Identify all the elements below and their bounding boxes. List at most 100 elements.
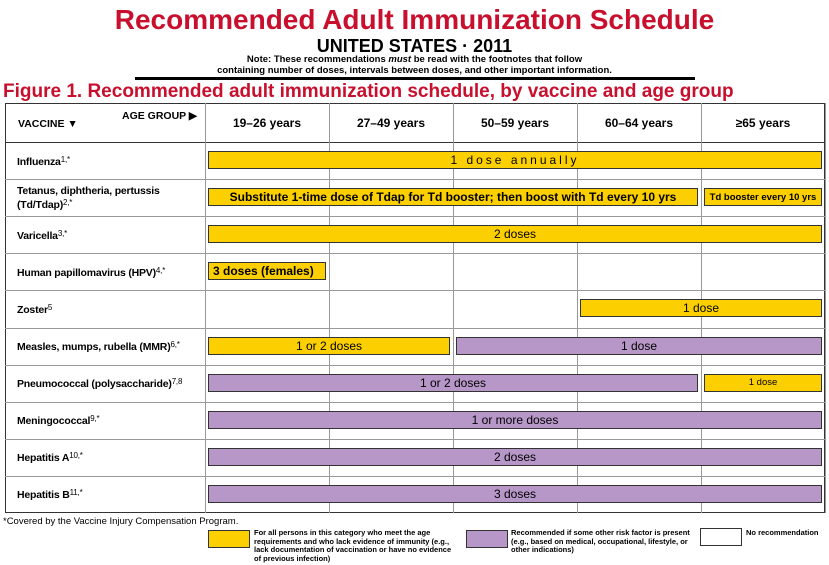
dose-label: 1 or more doses (471, 412, 559, 427)
note-emphasis: must (388, 54, 412, 65)
figure-title: Figure 1. Recommended adult immunization… (3, 81, 734, 102)
legend-swatch (466, 530, 508, 548)
footnote-ref: 5 (47, 302, 53, 312)
vaccine: Human papillomavirus (HPV) (17, 266, 156, 279)
vaccine-name: Hepatitis A10,* (17, 439, 203, 476)
vaccine-label: Influenza1,* (17, 154, 70, 168)
dose-label: 2 doses (493, 449, 537, 464)
footnote-ref: 4,* (155, 265, 166, 275)
title: Recommended Adult Immunization Schedule (114, 4, 715, 35)
dose-bar: 3 doses (females) (208, 262, 326, 281)
dose-bar: 1 or 2 doses (208, 373, 698, 392)
rule (135, 77, 695, 80)
vaccine-name: Influenza1,* (17, 142, 203, 179)
vaccine-name: Tetanus, diphtheria, pertussis (Td/Tdap)… (17, 179, 203, 216)
dose-bar: 1 dose (456, 336, 822, 355)
header-cell: AGE GROUP ▶ (122, 110, 197, 122)
dose-label: Td booster every 10 yrs (709, 191, 817, 203)
vaccine: Varicella (17, 229, 58, 242)
column-line (205, 103, 206, 513)
row-line (5, 216, 825, 218)
dose-label: 2 doses (493, 227, 537, 242)
vaccine-label: Pneumococcal (polysaccharide)7,8 (17, 376, 182, 390)
footnote: *Covered by the Vaccine Injury Compensat… (3, 516, 239, 527)
vaccine: Hepatitis B (17, 489, 70, 502)
row-line (5, 179, 825, 181)
row-line (5, 290, 825, 292)
vaccine: Measles, mumps, rubella (MMR) (17, 341, 171, 354)
dose-label: 1 dose (748, 377, 778, 389)
legend-text: For all persons in this category who mee… (254, 528, 452, 563)
note: Note: These recommendations must be read… (0, 54, 829, 65)
row-line (5, 364, 825, 366)
dose-bar: 3 doses (208, 484, 822, 503)
column-line (825, 103, 826, 513)
dose-bar: 1 dose (580, 299, 822, 318)
dose-bar: 1 or more doses (208, 410, 822, 429)
vaccine-name: Human papillomavirus (HPV)4,* (17, 253, 203, 290)
row-line (5, 438, 825, 440)
footnote-ref: 1,* (60, 154, 70, 164)
legend-text: No recommendation (746, 528, 819, 537)
dose-label: 3 doses (493, 486, 537, 501)
dose-bar: 2 doses (208, 225, 822, 244)
vaccine-label: Measles, mumps, rubella (MMR)6,* (17, 339, 180, 353)
dose-label: 1 dose annually (450, 153, 580, 167)
vaccine: Influenza (17, 155, 61, 168)
dose-label: 1 dose (620, 338, 658, 353)
dose-bar: Substitute 1-time dose of Tdap for Td bo… (208, 188, 698, 207)
dose-bar: 2 doses (208, 447, 822, 466)
note-text: Note: These recommendations (246, 54, 389, 65)
age-group: 27–49 years (356, 116, 426, 130)
dose-bar: 1 dose (704, 373, 822, 392)
footnote-ref: 9,* (90, 414, 100, 424)
legend-text: Recommended if some other risk factor is… (511, 528, 690, 554)
dose-label: 1 dose (682, 301, 720, 316)
dose-bar: Td booster every 10 yrs (704, 188, 822, 207)
dose-label: Substitute 1-time dose of Tdap for Td bo… (229, 190, 677, 205)
vaccine-name: Measles, mumps, rubella (MMR)6,* (17, 328, 203, 365)
footnote-ref: 10,* (69, 451, 83, 461)
age-group: 50–59 years (480, 116, 550, 130)
subtitle: UNITED STATES · 2011 (316, 36, 513, 56)
note-line: containing number of doses, intervals be… (217, 65, 612, 76)
row-line (5, 401, 825, 403)
vaccine: Meningococcal (17, 415, 91, 428)
vaccine-label: Zoster5 (17, 302, 52, 316)
table (5, 103, 825, 513)
vaccine-label: Tetanus, diphtheria, pertussis (Td/Tdap)… (17, 185, 203, 211)
vaccine-label: Varicella3,* (17, 228, 67, 242)
header-cell: VACCINE ▼ (18, 118, 78, 130)
footnote-ref: 11,* (69, 488, 83, 498)
row-line (5, 327, 825, 329)
footnote-ref: 3,* (57, 228, 68, 238)
age-group: 60–64 years (604, 116, 674, 130)
vaccine-label: Hepatitis B11,* (17, 487, 83, 501)
column-line (453, 103, 454, 513)
dose-label: 3 doses (females) (213, 264, 314, 279)
dose-label: 1 or 2 doses (419, 375, 487, 390)
vaccine: Zoster (17, 303, 48, 316)
row-line (5, 253, 825, 255)
column-line (577, 103, 578, 513)
footnote-ref: 2,* (63, 197, 73, 207)
vaccine-name: Meningococcal9,* (17, 402, 203, 439)
dose-bar: 1 or 2 doses (208, 336, 450, 355)
note-text: be read with the footnotes that follow (411, 54, 583, 65)
footnote-ref: 7,8 (171, 377, 183, 387)
age-group: ≥65 years (735, 116, 791, 130)
vaccine-label: Human papillomavirus (HPV)4,* (17, 265, 165, 279)
vaccine: Tetanus, diphtheria, pertussis (Td/Tdap) (17, 184, 160, 211)
column-line (329, 103, 330, 513)
legend-swatch (208, 530, 250, 548)
vaccine-name: Zoster5 (17, 290, 203, 327)
vaccine-name: Hepatitis B11,* (17, 476, 203, 513)
age-group: 19–26 years (232, 116, 302, 130)
vaccine: Pneumococcal (polysaccharide) (17, 378, 172, 391)
dose-bar: 1 dose annually (208, 151, 822, 169)
legend-swatch (700, 528, 742, 546)
vaccine-name: Varicella3,* (17, 216, 203, 253)
vaccine-label: Hepatitis A10,* (17, 450, 83, 464)
vaccine-name: Pneumococcal (polysaccharide)7,8 (17, 365, 203, 402)
